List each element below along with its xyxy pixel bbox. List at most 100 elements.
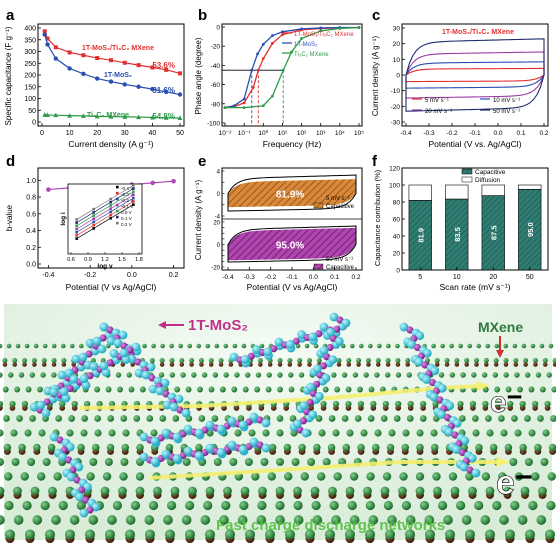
mxene-surface-atom xyxy=(169,372,176,378)
mxene-surface-atom xyxy=(159,415,167,422)
mxene-surface-atom xyxy=(260,458,269,466)
mxene-surface-atom xyxy=(304,343,310,349)
mos2-arch-right-s-atom xyxy=(162,400,172,410)
mxene-surface-atom xyxy=(504,443,513,452)
mxene-surface-atom xyxy=(33,443,41,452)
mxene-surface-atom xyxy=(324,529,336,540)
mxene-surface-atom xyxy=(25,386,32,393)
mxene-surface-atom xyxy=(219,386,226,393)
panel-b-point xyxy=(300,37,303,40)
panel-f-legend-swatch xyxy=(461,168,473,175)
mxene-surface-atom xyxy=(20,472,29,481)
mos2-arch-right-s-atom xyxy=(141,370,151,380)
mos2-cluster-top-s-atom xyxy=(229,352,239,362)
mxene-surface-atom xyxy=(287,357,293,364)
panel-d-inset-point xyxy=(92,207,95,211)
mxene-surface-atom xyxy=(120,458,129,466)
mxene-surface-atom xyxy=(48,486,57,496)
panel-d-inset-point xyxy=(109,207,112,210)
panel-e-cv-outline-0 xyxy=(227,174,357,212)
panel-d-inset-fit-line xyxy=(76,204,134,239)
mos2-cluster-top-s-atom xyxy=(297,330,306,339)
mxene-surface-atom xyxy=(542,429,550,437)
panel-a-line-1 xyxy=(44,34,181,96)
mos2-arch-right-s-atom xyxy=(113,338,123,348)
panel-a-point xyxy=(94,113,100,119)
panel-c-cv-loop-1 xyxy=(405,61,545,89)
mxene-surface-atom xyxy=(291,458,300,466)
mxene-surface-atom xyxy=(198,415,206,422)
mxene-surface-atom xyxy=(419,500,430,511)
mxene-surface-atom xyxy=(460,372,466,378)
mxene-surface-atom xyxy=(107,415,115,422)
mxene-surface-atom xyxy=(223,343,229,349)
mos2-sheet-front-2-s-atom xyxy=(261,443,271,453)
mxene-metal-atom xyxy=(258,362,263,367)
mxene-surface-atom xyxy=(406,415,414,422)
panel-e-scan-rate-label: 50 mV s⁻¹ xyxy=(326,257,353,263)
mxene-surface-atom xyxy=(483,357,489,364)
mxene-surface-atom xyxy=(239,500,249,511)
panel-b-point xyxy=(281,68,285,72)
mxene-surface-atom xyxy=(471,372,477,378)
mxene-surface-atom xyxy=(510,500,520,511)
panel-b-xtick-label: 10⁻² xyxy=(219,130,233,137)
panel-a-axes: 0 10 20 30 40 50 0 50 100 150 200 250 300 350 400 xyxy=(24,26,184,138)
mxene-surface-atom xyxy=(256,515,267,525)
panel-f-ylabel: Capacitance contribution (%) xyxy=(373,169,382,266)
panel-a-point xyxy=(45,36,50,41)
panel-a-xtick-label: 50 xyxy=(176,130,184,137)
panel-d-inset-legend-marker xyxy=(116,215,119,219)
mxene-surface-atom xyxy=(349,343,355,349)
mxene-surface-atom xyxy=(499,515,509,525)
mxene-surface-atom xyxy=(393,415,401,422)
mxene-surface-atom xyxy=(494,343,500,349)
panel-e-legend-label: Capacitive xyxy=(326,265,355,271)
mxene-surface-atom xyxy=(538,486,547,496)
panel-a-point xyxy=(164,67,169,72)
mxene-surface-atom xyxy=(539,386,546,393)
panel-c-xlabel: Potential (V vs. Ag/AgCl) xyxy=(428,139,521,149)
mxene-surface-atom xyxy=(180,372,186,378)
panel-f-ytick-label: 40 xyxy=(393,234,401,241)
panel-d-inset-legend-marker xyxy=(116,185,119,189)
panel-b-chart: 10⁻² 10⁻¹ 10⁰ 10¹ 10² 10³ 10⁴ 10⁵ -100 -80 -60 -40 -… xyxy=(194,23,364,149)
panel-a-series-label: 1T-MoS₂/Ti₃C₂ MXene xyxy=(82,45,154,52)
mxene-surface-atom xyxy=(255,372,262,378)
mxene-surface-atom xyxy=(312,515,323,525)
panel-a-point xyxy=(53,112,59,118)
panel-d-inset-point xyxy=(75,237,78,240)
panel-b-ytick-label: -80 xyxy=(211,101,221,108)
mxene-surface-atom xyxy=(42,343,48,349)
mxene-surface-atom xyxy=(133,415,141,422)
mxene-surface-atom xyxy=(469,400,477,408)
mxene-metal-atom xyxy=(179,362,185,367)
panel-d-inset-point xyxy=(92,227,95,230)
mxene-surface-atom xyxy=(544,400,551,408)
panel-a-point xyxy=(53,56,58,61)
mos2-arch-inner-s-atom xyxy=(131,342,141,352)
mos2-ribbon-right-s-atom xyxy=(414,357,424,367)
mxene-surface-atom xyxy=(237,515,248,525)
panel-d-inset-legend-label: 0.1 V xyxy=(121,216,133,221)
mxene-surface-atom xyxy=(345,386,352,393)
mxene-surface-atom xyxy=(405,515,416,525)
panel-e-xtick-label: 0.1 xyxy=(330,274,339,281)
mxene-metal-atom xyxy=(385,362,391,367)
mxene-surface-atom xyxy=(185,500,195,511)
mxene-surface-atom xyxy=(486,429,494,437)
panel-e-ytick-label: -4 xyxy=(215,215,221,221)
mos2-arch-inner-s-atom xyxy=(99,361,109,371)
mxene-surface-atom xyxy=(539,343,545,349)
mxene-surface-atom xyxy=(342,443,351,452)
mos2-sheet-front-2-s-atom xyxy=(227,440,237,450)
panel-e-legend-label: Capacitive xyxy=(326,204,355,210)
mxene-metal-atom xyxy=(513,362,519,367)
mos2-ribbon-right-s-atom xyxy=(437,383,447,393)
mxene-surface-atom xyxy=(437,500,448,511)
mos2-sheet-front-s-atom xyxy=(150,436,160,446)
panel-letter-a: a xyxy=(6,7,15,24)
panel-e-xtick-label: 0.0 xyxy=(309,274,318,281)
mxene-metal-atom xyxy=(22,362,27,367)
mxene-surface-atom xyxy=(47,443,56,452)
